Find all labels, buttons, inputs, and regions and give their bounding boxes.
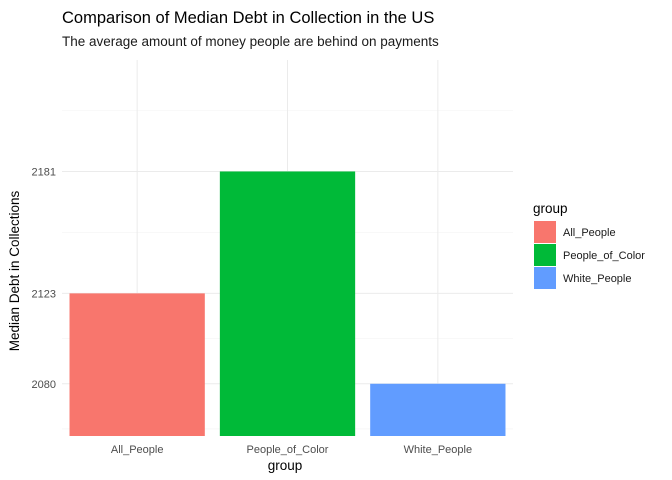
bar-White_People bbox=[370, 383, 506, 436]
legend-swatch bbox=[534, 267, 556, 289]
bar-People_of_Color bbox=[219, 171, 356, 436]
x-axis-title: group bbox=[268, 458, 303, 473]
bars bbox=[69, 171, 506, 436]
chart-title: Comparison of Median Debt in Collection … bbox=[62, 9, 434, 27]
y-tick-label: 2181 bbox=[32, 166, 56, 178]
bar-All_People bbox=[69, 293, 205, 436]
x-tick-label: People_of_Color bbox=[247, 444, 329, 456]
y-axis-ticks: 2181 2123 2080 bbox=[32, 166, 56, 390]
legend-label: All_People bbox=[563, 227, 616, 239]
chart-subtitle: The average amount of money people are b… bbox=[62, 34, 439, 49]
y-axis-title: Median Debt in Collections bbox=[7, 190, 22, 351]
x-tick-label: All_People bbox=[111, 444, 164, 456]
legend-title: group bbox=[533, 201, 568, 216]
x-tick-label: White_People bbox=[404, 444, 473, 456]
legend-label: White_People bbox=[563, 273, 632, 285]
legend-label: People_of_Color bbox=[563, 250, 645, 262]
legend-item: White_People bbox=[534, 267, 632, 289]
legend-swatch bbox=[534, 221, 556, 243]
legend-item: All_People bbox=[534, 221, 616, 243]
legend: group All_People People_of_Color White_Peo… bbox=[533, 201, 645, 289]
x-axis-ticks: All_People People_of_Color White_People bbox=[111, 444, 472, 456]
legend-item: People_of_Color bbox=[534, 244, 645, 266]
legend-swatch bbox=[534, 244, 556, 266]
y-tick-label: 2080 bbox=[32, 379, 56, 391]
y-tick-label: 2123 bbox=[32, 288, 56, 300]
